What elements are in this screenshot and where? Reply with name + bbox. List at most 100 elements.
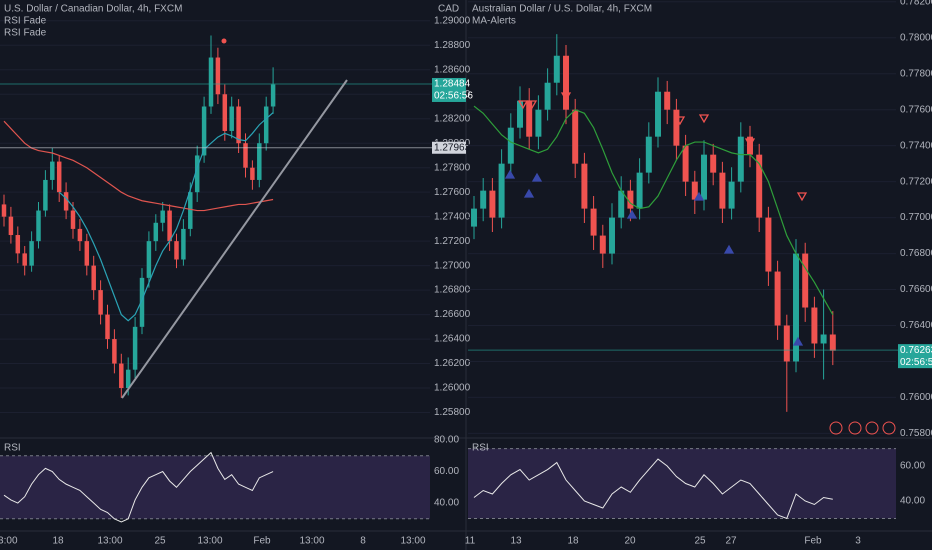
candle-body [63, 192, 69, 211]
candle-body [581, 163, 588, 209]
indicator-label: RSI Fade [4, 28, 47, 39]
trend-line [121, 79, 348, 399]
candle-body [553, 55, 560, 83]
y-tick-label: 1.29000 [434, 15, 471, 26]
candle-body [132, 326, 138, 370]
candle-body [70, 210, 76, 229]
candle-body [236, 106, 241, 144]
candle-body [29, 241, 34, 266]
candle-body [208, 57, 214, 107]
candle-body [22, 253, 27, 266]
y-tick-label: 1.27200 [434, 236, 471, 247]
candle-body [257, 143, 262, 180]
price-tag-label: 1.27963 [434, 142, 471, 153]
sell-alert [744, 138, 756, 148]
candle-body [471, 208, 477, 227]
candle-body [572, 109, 579, 164]
sell-alert [698, 114, 710, 124]
buy-alert [693, 191, 705, 201]
chart-icons [829, 421, 896, 435]
countdown: 02:56:56 [434, 91, 473, 102]
time-label: 13 [510, 536, 522, 547]
icon[interactable] [865, 421, 879, 435]
candle-body [188, 192, 193, 229]
time-label: Feb [804, 536, 822, 547]
rsi-line [473, 458, 833, 520]
candle-body [125, 369, 131, 389]
candle-body [673, 109, 680, 146]
time-label: 20 [624, 536, 636, 547]
buy-alert [723, 244, 735, 254]
moving-average [473, 105, 834, 316]
price-tag-label: 1.28484 [434, 79, 471, 90]
icon[interactable] [882, 421, 896, 435]
icon[interactable] [829, 421, 843, 435]
candle-body [627, 190, 634, 209]
candle-body [15, 235, 21, 254]
signal-dot [221, 38, 227, 44]
currency-label: CAD [438, 4, 459, 15]
candle-body [793, 253, 799, 362]
time-label: 13:00 [97, 536, 122, 547]
candle-body [765, 217, 772, 272]
sell-alert [674, 116, 686, 126]
candle-body [783, 325, 790, 362]
rsi-label: RSI [4, 443, 21, 454]
candle-body [153, 222, 159, 242]
candle-body [160, 210, 165, 223]
icon[interactable] [848, 421, 862, 435]
buy-alert [792, 336, 804, 346]
y-tick-label: 1.26200 [434, 358, 471, 369]
time-label: 3 [855, 536, 861, 547]
sell-alert [796, 192, 808, 202]
candle-body [710, 154, 717, 173]
candle-body [701, 154, 707, 200]
rsi-tick-label: 60.00 [434, 466, 459, 477]
rsi-tick-label: 40.00 [434, 498, 459, 509]
candle-body [194, 155, 200, 193]
candle-body [599, 235, 606, 254]
candle-body [91, 265, 96, 291]
time-label: 13:00 [197, 536, 222, 547]
price-tag [432, 141, 466, 154]
candle-body [50, 161, 55, 180]
y-tick-label: 1.25800 [434, 407, 471, 418]
y-tick-label: 1.27800 [434, 162, 471, 173]
price-tag [432, 77, 466, 102]
y-tick-label: 1.28600 [434, 64, 471, 75]
candle-body [719, 172, 726, 209]
candle-body [174, 241, 179, 260]
candle-body [535, 109, 542, 137]
candle-body [77, 228, 83, 242]
pane-title: U.S. Dollar / Canadian Dollar, 4h, FXCM [4, 4, 182, 15]
time-label: 18 [52, 536, 64, 547]
time-label: 8 [360, 536, 366, 547]
y-tick-label: 1.26800 [434, 285, 471, 296]
rsi-label: RSI [472, 443, 489, 454]
candle-body [664, 91, 671, 110]
sell-alert [526, 100, 538, 110]
y-tick-label: 1.27000 [434, 260, 471, 271]
time-label: 13:00 [400, 536, 425, 547]
y-tick-label: 1.28800 [434, 40, 471, 51]
candle-body [756, 154, 763, 218]
candle-body [84, 241, 90, 266]
candle-body [517, 100, 523, 128]
candle-body [222, 94, 228, 131]
candle-body [618, 190, 625, 218]
moving-average [3, 120, 274, 212]
sell-alert [560, 92, 572, 102]
candle-body [263, 106, 269, 144]
candle-body [802, 253, 809, 308]
candle-body [820, 334, 827, 344]
candle-body [112, 339, 117, 364]
